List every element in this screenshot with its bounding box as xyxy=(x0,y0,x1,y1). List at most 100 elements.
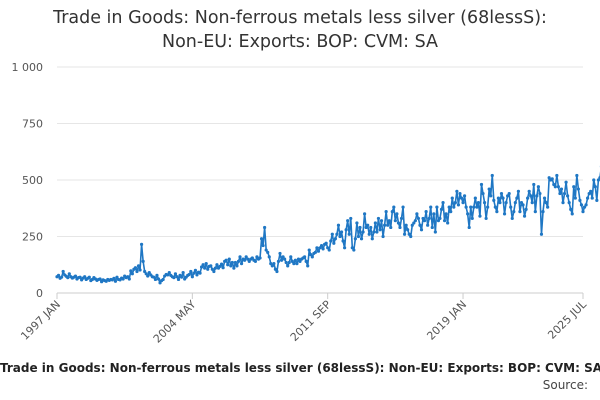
data-point xyxy=(73,274,78,278)
data-point xyxy=(166,273,170,277)
data-point xyxy=(167,271,171,275)
data-point xyxy=(570,212,574,216)
data-point xyxy=(479,182,484,187)
data-point xyxy=(556,185,560,189)
data-point xyxy=(533,210,537,214)
data-point xyxy=(258,256,262,260)
data-point xyxy=(415,212,419,216)
data-point xyxy=(421,216,425,221)
data-point xyxy=(544,201,548,205)
data-point xyxy=(406,228,410,232)
data-point xyxy=(387,219,391,223)
data-point xyxy=(553,185,557,189)
data-point xyxy=(449,210,453,214)
data-point xyxy=(379,219,384,223)
data-point xyxy=(60,275,64,279)
data-point xyxy=(121,277,125,281)
data-point xyxy=(306,264,310,268)
data-point xyxy=(315,246,319,250)
data-point xyxy=(567,201,571,205)
data-point xyxy=(458,191,462,196)
data-point xyxy=(426,223,430,227)
data-point xyxy=(529,194,533,198)
data-point xyxy=(427,216,431,221)
data-point xyxy=(472,205,476,209)
data-point xyxy=(418,223,422,227)
data-point xyxy=(487,187,491,191)
data-point xyxy=(407,232,411,236)
data-point xyxy=(239,262,244,266)
data-point xyxy=(143,269,147,274)
data-point xyxy=(504,201,508,205)
data-point xyxy=(221,266,225,270)
data-point xyxy=(439,207,444,211)
data-point xyxy=(350,246,354,250)
data-point xyxy=(587,191,591,196)
data-point xyxy=(192,271,196,275)
data-point xyxy=(575,173,579,178)
data-point xyxy=(578,198,582,202)
series-layer xyxy=(55,165,600,285)
data-point xyxy=(470,216,474,221)
data-point xyxy=(153,277,158,282)
data-point xyxy=(367,232,371,236)
data-point xyxy=(247,259,251,263)
data-point xyxy=(436,219,441,223)
data-point xyxy=(459,196,464,200)
data-point xyxy=(432,212,436,216)
data-point xyxy=(353,237,357,241)
data-point xyxy=(359,237,364,241)
data-point xyxy=(375,230,379,234)
data-point xyxy=(595,198,599,202)
data-point xyxy=(442,219,447,223)
data-point xyxy=(402,232,407,236)
data-point xyxy=(435,205,439,209)
data-point xyxy=(332,241,336,245)
footer-title: Trade in Goods: Non-ferrous metals less … xyxy=(0,361,600,375)
data-point xyxy=(492,198,496,202)
data-point xyxy=(98,277,102,281)
data-point xyxy=(212,269,216,274)
data-point xyxy=(147,271,151,275)
data-point xyxy=(467,225,471,230)
data-point xyxy=(378,228,382,232)
data-point xyxy=(313,250,317,254)
data-point xyxy=(298,259,302,263)
data-point xyxy=(390,210,394,214)
data-point xyxy=(416,216,421,221)
data-point xyxy=(344,228,348,232)
data-point xyxy=(424,210,428,214)
data-point xyxy=(224,258,228,262)
data-point xyxy=(370,237,374,241)
data-point xyxy=(561,201,565,205)
data-point xyxy=(286,264,290,268)
data-point xyxy=(155,273,159,277)
data-point xyxy=(206,267,210,271)
data-point xyxy=(269,262,273,266)
data-point xyxy=(455,189,459,193)
x-tick-label: 2025 JUL xyxy=(545,297,589,341)
data-point xyxy=(219,262,224,266)
data-point xyxy=(215,263,219,267)
data-point xyxy=(112,276,116,280)
data-point xyxy=(453,201,457,205)
data-point xyxy=(369,225,373,230)
data-point xyxy=(589,189,593,193)
data-point xyxy=(586,196,590,200)
data-point xyxy=(201,263,205,267)
data-point xyxy=(138,268,142,272)
data-point xyxy=(581,210,585,214)
data-point xyxy=(61,269,65,274)
data-point xyxy=(133,266,138,270)
data-point xyxy=(355,221,359,225)
data-point xyxy=(189,269,193,274)
data-point xyxy=(229,264,233,268)
data-point xyxy=(495,210,499,214)
data-point xyxy=(422,219,427,223)
data-point xyxy=(412,221,416,225)
data-point xyxy=(566,194,570,198)
data-point xyxy=(129,269,133,273)
data-point xyxy=(266,250,270,254)
data-point xyxy=(175,275,179,279)
